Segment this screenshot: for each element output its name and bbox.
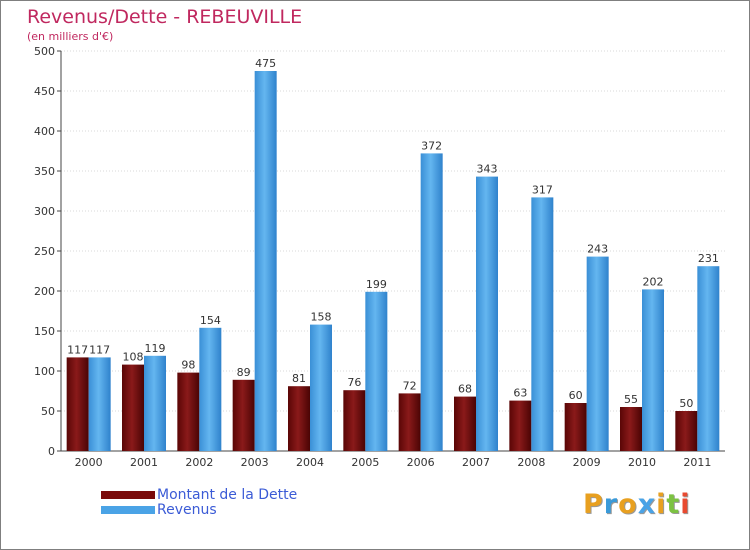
bar-revenus <box>254 71 277 451</box>
bar-dette <box>398 393 421 451</box>
y-tick-label: 150 <box>34 325 55 338</box>
data-label: 50 <box>679 397 693 410</box>
plot-area <box>61 51 725 451</box>
legend-item-dette: Montant de la Dette <box>101 487 297 503</box>
data-label: 119 <box>145 342 166 355</box>
bar-revenus <box>476 176 498 451</box>
bar-revenus <box>420 153 443 451</box>
data-label: 231 <box>698 252 719 265</box>
logo-letter: r <box>603 489 619 520</box>
bar-dette <box>122 364 144 451</box>
data-label: 98 <box>181 359 195 372</box>
y-tick-label: 250 <box>34 245 55 258</box>
bar-dette <box>675 411 698 451</box>
data-label: 475 <box>255 57 276 70</box>
y-tick-label: 350 <box>34 165 55 178</box>
y-tick-label: 50 <box>41 405 55 418</box>
logo-letter: i <box>680 489 691 520</box>
data-label: 108 <box>123 351 144 364</box>
x-tick-label: 2003 <box>241 456 269 469</box>
data-label: 117 <box>89 343 110 356</box>
data-label: 199 <box>366 278 387 291</box>
data-label: 317 <box>532 183 553 196</box>
data-label: 154 <box>200 314 221 327</box>
data-label: 343 <box>477 163 498 176</box>
y-tick-label: 300 <box>34 205 55 218</box>
data-label: 63 <box>513 387 527 400</box>
data-label: 372 <box>421 139 442 152</box>
bar-dette <box>509 400 532 451</box>
data-label: 60 <box>569 389 583 402</box>
bar-revenus <box>199 327 222 451</box>
legend-item-revenus: Revenus <box>101 502 217 518</box>
logo-letter: x <box>637 489 657 520</box>
data-label: 81 <box>292 372 306 385</box>
bar-revenus <box>88 357 111 451</box>
bar-revenus <box>586 256 609 451</box>
bar-dette <box>454 396 476 451</box>
x-tick-label: 2004 <box>296 456 324 469</box>
x-tick-label: 2010 <box>628 456 656 469</box>
bar-revenus <box>144 355 166 451</box>
data-label: 68 <box>458 383 472 396</box>
bar-revenus <box>365 291 388 451</box>
x-tick-label: 2001 <box>130 456 158 469</box>
logo-letter: o <box>618 489 638 520</box>
bar-dette <box>288 386 310 451</box>
data-label: 72 <box>403 379 417 392</box>
bar-revenus <box>697 266 720 451</box>
legend-swatch-revenus <box>101 506 155 514</box>
y-tick-label: 0 <box>48 445 55 458</box>
legend-label-revenus: Revenus <box>157 502 217 518</box>
bar-dette <box>66 357 89 451</box>
y-tick-label: 200 <box>34 285 55 298</box>
bar-revenus <box>310 324 332 451</box>
bar-dette <box>620 407 642 451</box>
logo-letter: P <box>583 489 604 520</box>
legend-swatch-dette <box>101 491 155 499</box>
y-tick-label: 400 <box>34 125 55 138</box>
bar-dette <box>232 379 255 451</box>
y-tick-label: 100 <box>34 365 55 378</box>
data-label: 117 <box>67 343 88 356</box>
chart-subtitle: (en milliers d'€) <box>27 30 114 43</box>
data-label: 158 <box>311 311 332 324</box>
bar-dette <box>177 372 200 451</box>
data-label: 76 <box>347 376 361 389</box>
data-label: 89 <box>237 366 251 379</box>
bar-dette <box>343 390 366 451</box>
x-tick-label: 2002 <box>185 456 213 469</box>
y-tick-label: 500 <box>34 45 55 58</box>
logo-letter: t <box>666 489 681 520</box>
legend-label-dette: Montant de la Dette <box>157 487 298 503</box>
bar-dette <box>564 403 587 451</box>
data-label: 243 <box>587 243 608 256</box>
x-tick-label: 2011 <box>683 456 711 469</box>
y-tick-label: 450 <box>34 85 55 98</box>
logo-letter: i <box>656 489 667 520</box>
x-tick-label: 2008 <box>517 456 545 469</box>
x-tick-label: 2006 <box>407 456 435 469</box>
proxiti-logo: Proxiti <box>583 489 691 520</box>
data-label: 55 <box>624 393 638 406</box>
x-tick-label: 2007 <box>462 456 490 469</box>
chart-title: Revenus/Dette - REBEUVILLE <box>27 6 303 28</box>
bar-revenus <box>531 197 554 451</box>
x-tick-label: 2005 <box>351 456 379 469</box>
x-tick-label: 2000 <box>75 456 103 469</box>
x-tick-label: 2009 <box>573 456 601 469</box>
data-label: 202 <box>643 275 664 288</box>
bar-revenus <box>642 289 664 451</box>
